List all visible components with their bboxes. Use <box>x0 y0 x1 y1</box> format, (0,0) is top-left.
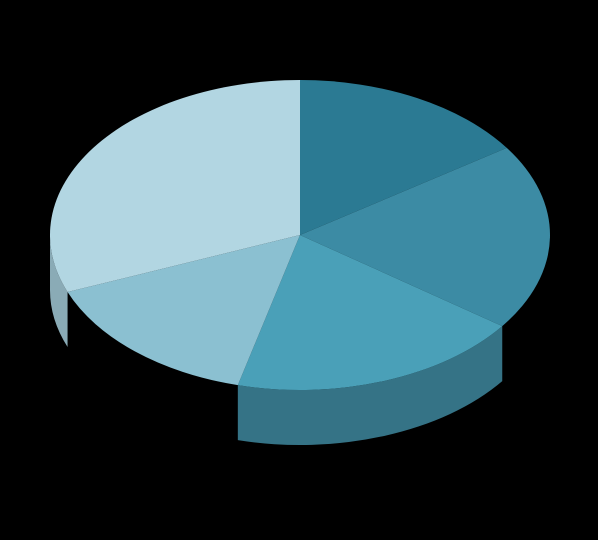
pie-tops <box>50 80 550 390</box>
pie-3d-chart <box>0 0 598 540</box>
